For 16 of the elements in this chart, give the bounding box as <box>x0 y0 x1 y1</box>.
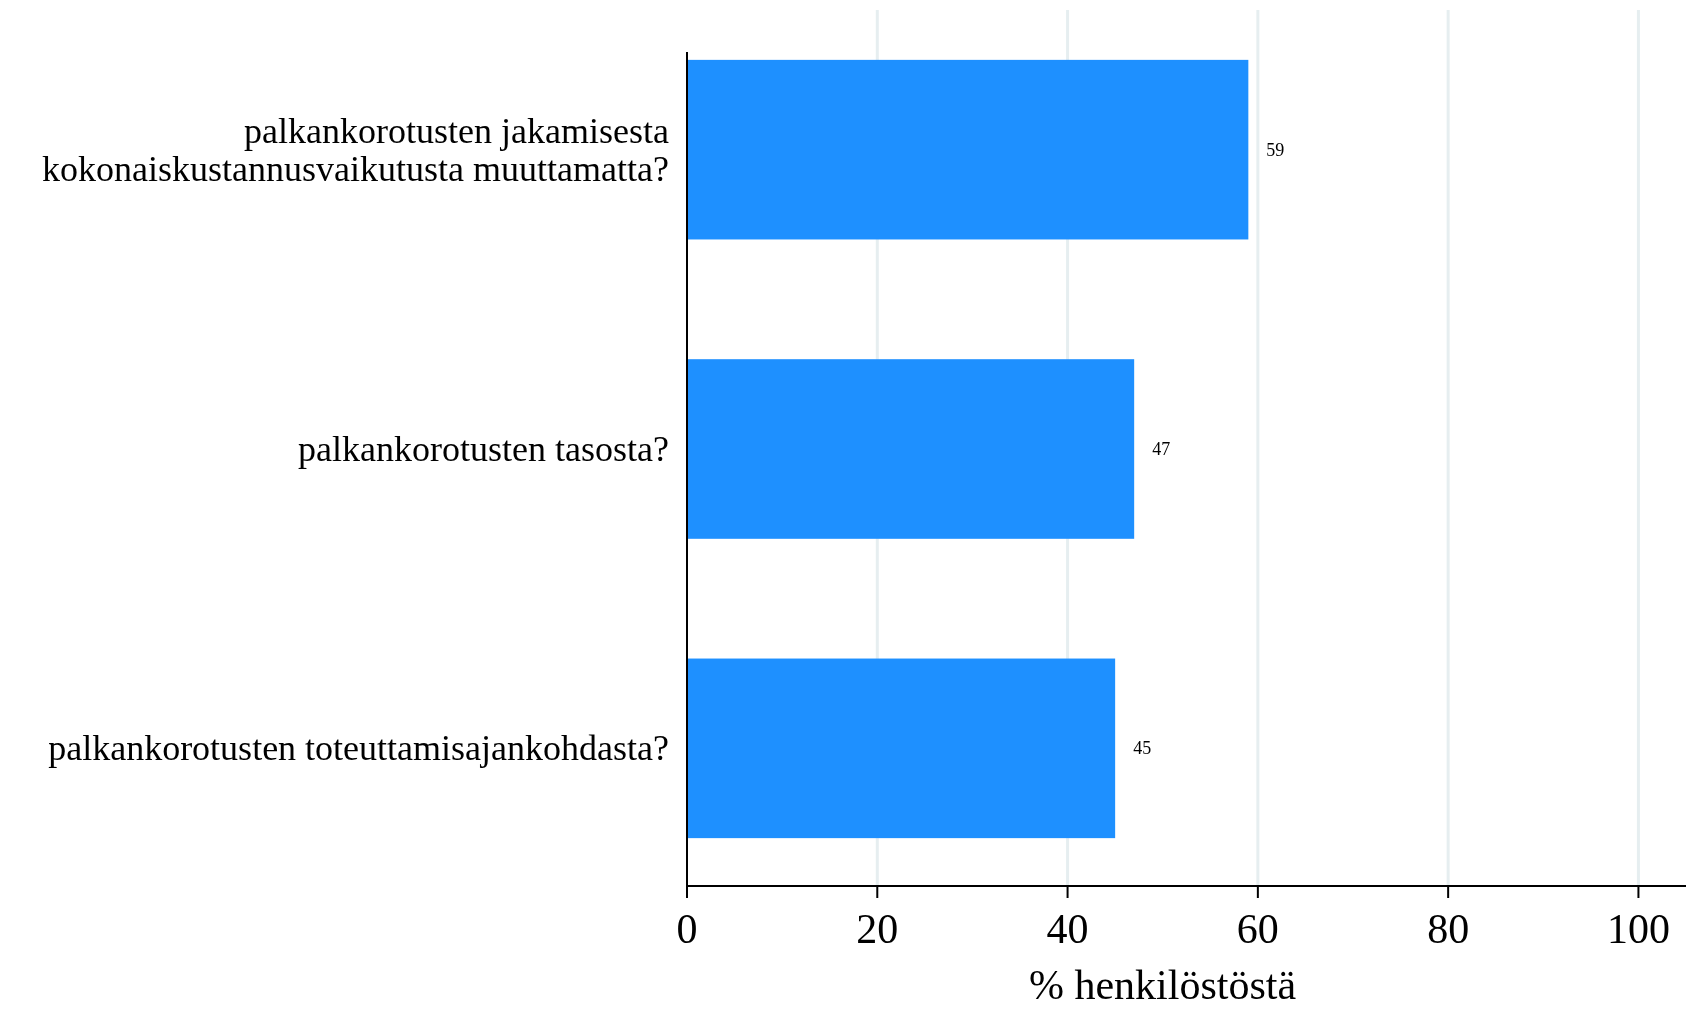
data-label: 45 <box>1133 738 1152 759</box>
bar <box>687 658 1116 839</box>
x-tick-label: 0 <box>676 906 698 952</box>
y-tick-label: palkankorotusten toteuttamisajankohdasta? <box>48 728 669 769</box>
x-axis-title: % henkilöstöstä <box>1028 962 1297 1008</box>
x-tick-label: 80 <box>1427 906 1470 952</box>
data-label: 47 <box>1152 439 1171 459</box>
x-tick-label: 20 <box>856 906 899 952</box>
x-tick-label: 100 <box>1606 906 1670 952</box>
y-tick-label: palkankorotusten jakamisesta kokonaiskustannusvaikutusta muuttamatta? <box>42 110 670 189</box>
bar <box>687 359 1135 539</box>
data-label: 59 <box>1266 139 1285 160</box>
y-tick-label: palkankorotusten tasosta? <box>298 429 669 469</box>
bar <box>687 59 1249 240</box>
x-tick-label: 60 <box>1236 906 1279 952</box>
x-tick-label: 40 <box>1046 906 1089 952</box>
